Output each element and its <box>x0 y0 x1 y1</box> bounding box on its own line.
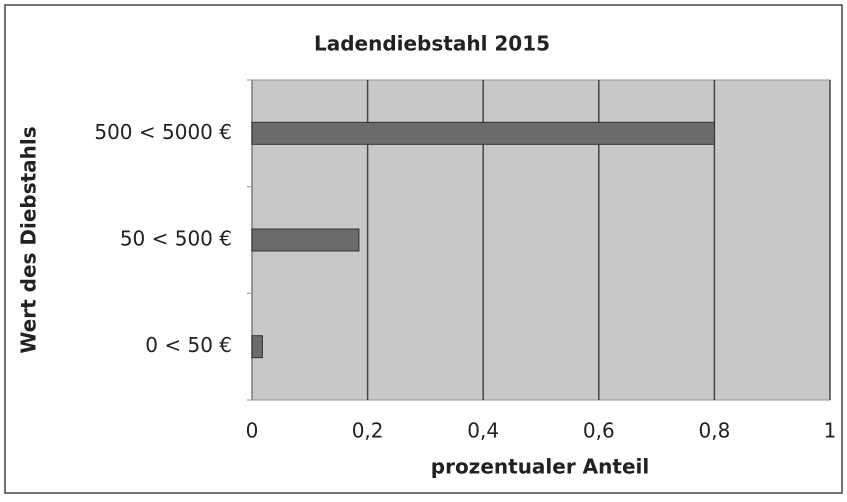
x-axis-label: prozentualer Anteil <box>431 455 649 479</box>
bar <box>251 228 360 252</box>
x-tick-label: 0,4 <box>467 419 499 443</box>
x-tick-label: 0 <box>246 419 259 443</box>
chart-title: Ladendiebstahl 2015 <box>314 32 550 56</box>
y-tick-label: 50 < 500 € <box>120 227 232 251</box>
x-tick-label: 0,2 <box>352 419 384 443</box>
x-tick-label: 0,8 <box>698 419 730 443</box>
y-tick-label: 500 < 5000 € <box>94 120 232 144</box>
x-tick-label: 0,6 <box>583 419 615 443</box>
x-tick-label: 1 <box>824 419 837 443</box>
y-tick-label: 0 < 50 € <box>145 333 232 357</box>
bar <box>251 335 263 359</box>
bar <box>251 121 715 145</box>
y-axis-label: Wert des Diebstahls <box>17 126 41 353</box>
